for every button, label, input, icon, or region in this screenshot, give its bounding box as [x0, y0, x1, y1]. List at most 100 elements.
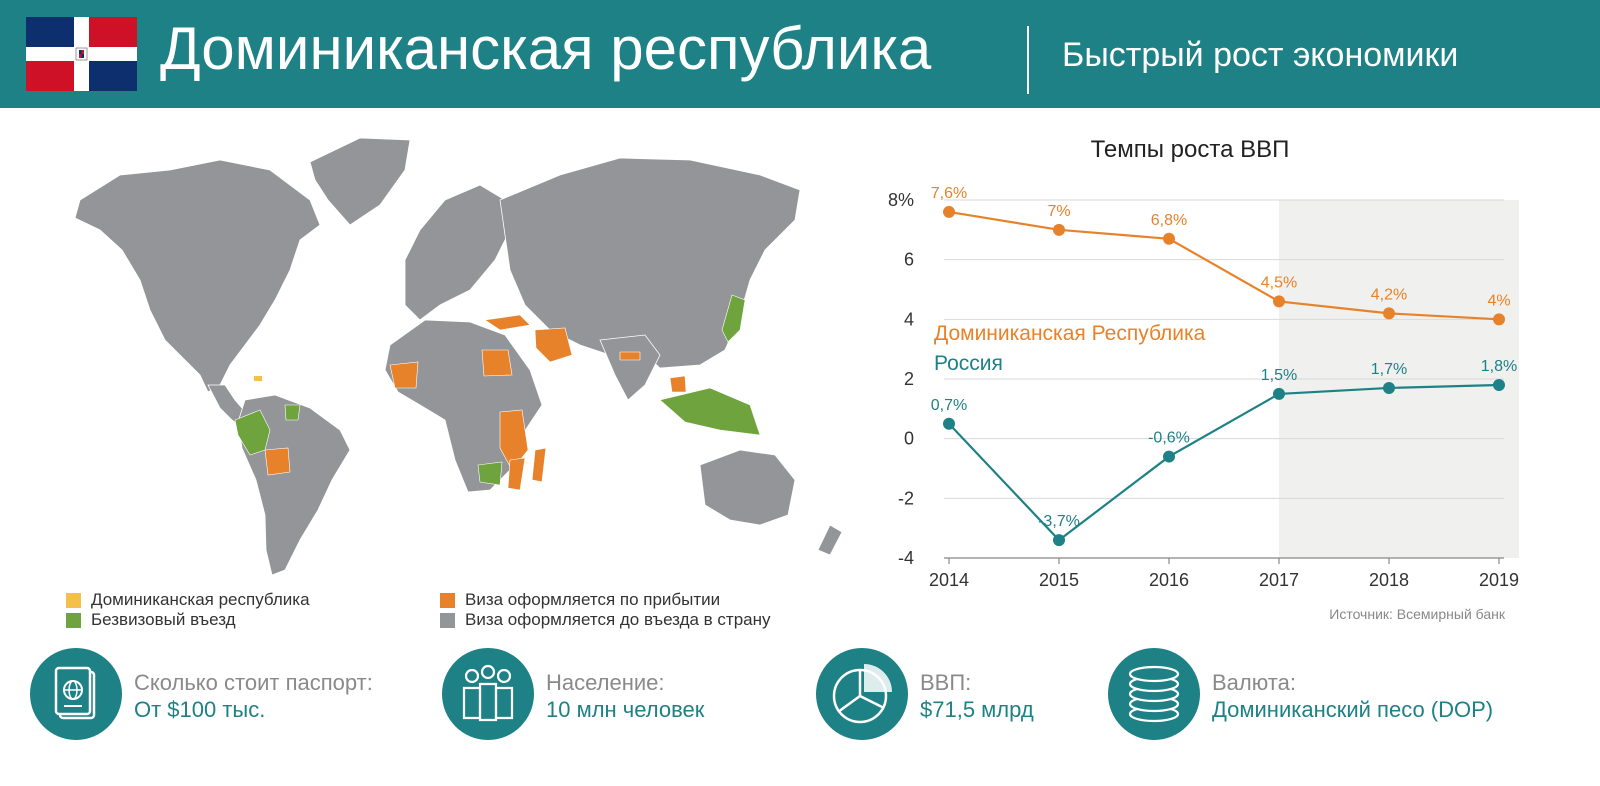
dominican-flag-icon	[26, 17, 137, 91]
passport-icon	[30, 648, 122, 740]
people-icon	[442, 648, 534, 740]
data-point	[1273, 295, 1285, 308]
legend-label: Виза оформляется по прибытии	[465, 590, 721, 609]
stat-value: 10 млн человек	[546, 697, 705, 722]
chart-title: Темпы роста ВВП	[1090, 136, 1290, 163]
data-point	[943, 205, 955, 218]
y-tick-label: 0	[904, 429, 914, 449]
data-point	[1053, 223, 1065, 236]
data-label: 1,5%	[1261, 367, 1297, 384]
data-point	[943, 417, 955, 430]
data-label: 1,7%	[1371, 361, 1407, 378]
legend-swatch	[66, 592, 81, 608]
data-label: -0,6%	[1148, 430, 1190, 447]
stat-label: ВВП:	[920, 670, 972, 695]
stat-population: Население: 10 млн человек	[442, 648, 762, 740]
data-label: 7%	[1047, 203, 1070, 220]
data-label: -3,7%	[1038, 513, 1080, 530]
map-region-bolivia	[264, 447, 291, 476]
map-region-mali	[389, 361, 419, 389]
x-tick-label: 2019	[1479, 570, 1519, 590]
legend-item-visa-on-arrival: Виза оформляется по прибытии	[440, 590, 720, 610]
x-tick-label: 2017	[1259, 570, 1299, 590]
data-label: 0,7%	[931, 397, 967, 414]
legend-label: Виза оформляется до въезда в страну	[465, 610, 771, 629]
world-map	[74, 137, 843, 576]
map-region-asia	[499, 157, 801, 369]
data-point	[1163, 232, 1175, 245]
series-name-label: Доминиканская Республика	[934, 322, 1206, 345]
x-tick-label: 2014	[929, 570, 969, 590]
map-region-north-america	[74, 159, 321, 393]
series-name-label: Россия	[934, 352, 1003, 375]
stat-currency: Валюта: Доминиканский песо (DOP)	[1108, 648, 1568, 740]
map-region-india	[599, 334, 661, 401]
x-tick-label: 2018	[1369, 570, 1409, 590]
data-label: 7,6%	[931, 185, 967, 202]
map-legend: Доминиканская республика Безвизовый въез…	[66, 590, 866, 634]
map-region-mozambique	[507, 457, 526, 491]
pie-chart-icon	[816, 648, 908, 740]
stat-label: Население:	[546, 670, 665, 695]
y-tick-label: 8%	[888, 190, 914, 210]
page-subtitle: Быстрый рост экономики	[1062, 36, 1459, 74]
x-tick-label: 2016	[1149, 570, 1189, 590]
legend-swatch	[440, 592, 455, 608]
map-region-australia	[699, 449, 796, 526]
y-tick-label: -2	[898, 488, 914, 508]
legend-label: Доминиканская республика	[91, 590, 310, 609]
stat-label: Сколько стоит паспорт:	[134, 670, 373, 695]
gdp-growth-chart: 8% 6 4 2 0 -2 -4 2014 2015 2016 2017 2018 2019 7,6%…	[888, 185, 1519, 590]
stat-gdp: ВВП: $71,5 млрд	[816, 648, 1096, 740]
map-region-new-zealand	[817, 524, 843, 556]
legend-item-visa-before-entry: Виза оформляется до въезда в страну	[440, 610, 771, 630]
data-label: 4,2%	[1371, 286, 1407, 303]
stat-passport: Сколько стоит паспорт: От $100 тыс.	[30, 648, 410, 740]
stat-value: $71,5 млрд	[920, 697, 1034, 722]
header-bar: Доминиканская республика Быстрый рост эк…	[0, 0, 1600, 108]
map-region-dominican-republic	[254, 376, 262, 381]
map-region-greenland	[309, 137, 411, 226]
data-point	[1053, 534, 1065, 547]
x-tick-label: 2015	[1039, 570, 1079, 590]
map-region-europe	[404, 184, 511, 321]
y-tick-label: -4	[898, 548, 914, 568]
data-label: 1,8%	[1481, 358, 1517, 375]
map-region-nepal	[619, 351, 641, 361]
map-region-southern-africa	[477, 461, 503, 486]
data-label: 6,8%	[1151, 212, 1187, 229]
data-point	[1493, 313, 1505, 326]
data-point	[1383, 307, 1395, 320]
map-region-iran	[534, 327, 573, 363]
map-region-southeast-asia	[659, 387, 761, 436]
data-point	[1493, 378, 1505, 391]
legend-item-dominican-republic: Доминиканская республика	[66, 590, 310, 610]
legend-label: Безвизовый въезд	[91, 610, 236, 629]
stat-value: Доминиканский песо (DOP)	[1212, 697, 1494, 722]
data-point	[1163, 450, 1175, 463]
data-label: 4,5%	[1261, 274, 1297, 291]
map-region-turkey	[484, 314, 531, 331]
y-tick-label: 4	[904, 309, 914, 329]
stat-value: От $100 тыс.	[134, 697, 266, 722]
map-region-madagascar	[531, 447, 547, 483]
data-label: 4%	[1487, 292, 1510, 309]
header-divider	[1027, 26, 1029, 94]
coins-icon	[1108, 648, 1200, 740]
y-tick-label: 2	[904, 369, 914, 389]
legend-swatch	[66, 612, 81, 628]
data-point	[1273, 387, 1285, 400]
stat-label: Валюта:	[1212, 670, 1296, 695]
legend-swatch	[440, 612, 455, 628]
legend-item-visa-free: Безвизовый въезд	[66, 610, 236, 630]
data-point	[1383, 381, 1395, 394]
series-line	[948, 210, 1500, 321]
map-region-egypt	[481, 349, 513, 377]
page-title: Доминиканская республика	[160, 15, 932, 82]
map-region-guyana	[284, 404, 301, 421]
map-region-cambodia	[669, 375, 687, 393]
y-tick-label: 6	[904, 250, 914, 270]
map-region-andes	[234, 409, 271, 456]
source-note: Источник: Всемирный банк	[1329, 606, 1505, 622]
series-line	[948, 383, 1500, 542]
